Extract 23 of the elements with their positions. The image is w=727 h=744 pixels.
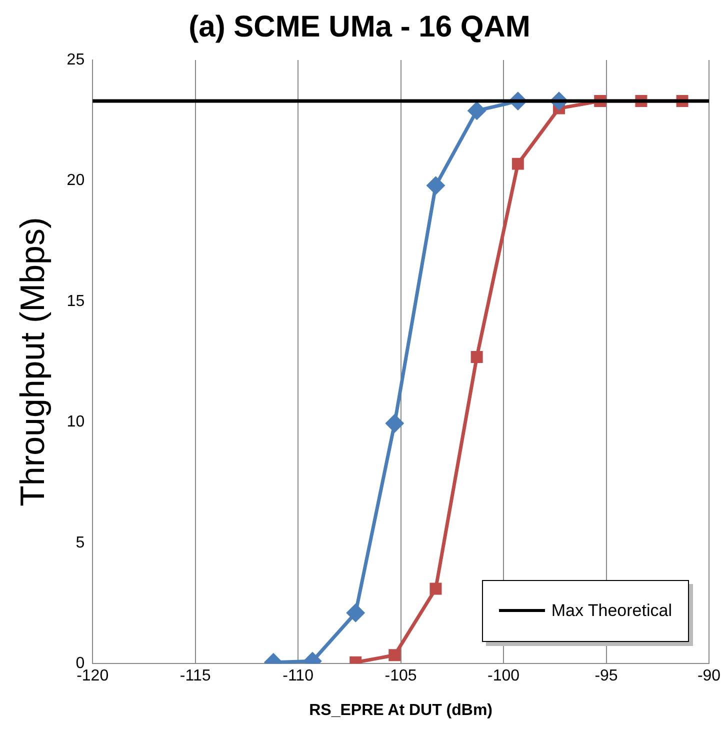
point <box>386 414 404 432</box>
y-tick-label: 20 <box>66 172 85 190</box>
point <box>430 582 442 595</box>
point <box>388 649 401 662</box>
x-axis-title: RS_EPRE At DUT (dBm) <box>309 702 493 719</box>
x-tick-label: -95 <box>594 668 618 685</box>
x-tick-label: -100 <box>488 668 520 685</box>
y-axis-title: Throughput (Mbps) <box>14 217 52 506</box>
point <box>468 102 486 120</box>
point <box>470 350 483 363</box>
x-tick-label: -110 <box>282 668 314 685</box>
chart-title: (a) SCME UMa - 16 QAM <box>188 10 530 44</box>
x-tick-label: -90 <box>697 668 721 685</box>
y-tick-label: 10 <box>66 414 85 431</box>
y-tick-label: 5 <box>76 534 85 552</box>
x-tick-label: -115 <box>180 668 211 685</box>
legend-label: Max Theoretical <box>551 600 672 621</box>
point <box>426 176 444 194</box>
point <box>512 158 524 170</box>
point <box>346 604 364 622</box>
y-tick-label: 15 <box>66 292 85 310</box>
y-tick-label: 25 <box>66 51 85 68</box>
x-tick-label: -105 <box>384 668 417 685</box>
